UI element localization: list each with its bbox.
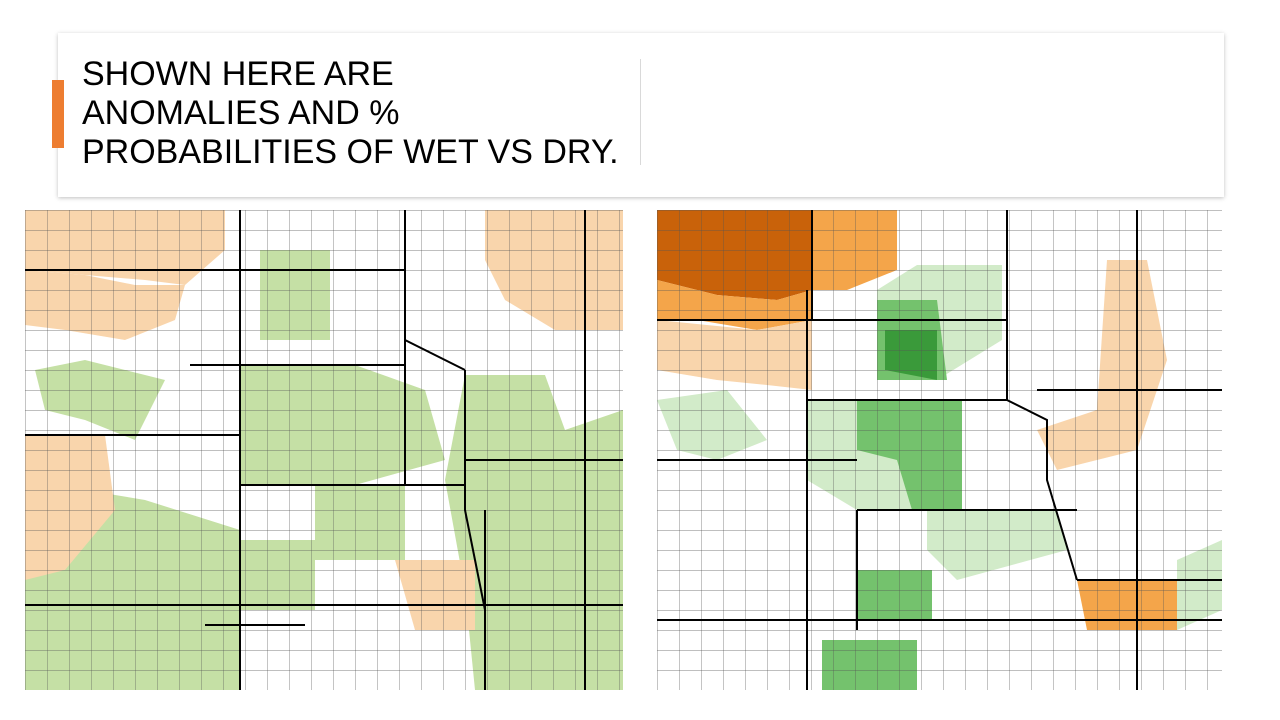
divider (640, 59, 641, 165)
title-line: ANOMALIES AND % (82, 94, 400, 132)
title-line: PROBABILITIES OF WET VS DRY. (82, 133, 619, 171)
slide-title: SHOWN HERE ARE ANOMALIES AND % PROBABILI… (82, 55, 619, 172)
accent-bar (52, 80, 64, 148)
probability-map (657, 210, 1222, 690)
title-box: SHOWN HERE ARE ANOMALIES AND % PROBABILI… (52, 33, 1224, 197)
title-line: SHOWN HERE ARE (82, 55, 394, 93)
anomaly-map (25, 210, 623, 690)
